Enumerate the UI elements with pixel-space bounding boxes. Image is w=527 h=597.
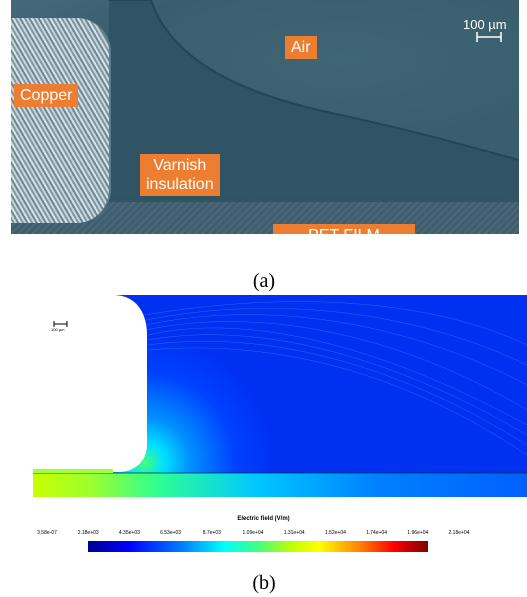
field-lines (144, 301, 527, 456)
colorbar-ticks: 3.58e-07 2.18e+03 4.35e+03 6.53e+03 8.7e+03 1… (33, 530, 473, 538)
label-varnish-insulation: Varnish insulation (140, 154, 220, 196)
label-pet-film: PET FILM (273, 224, 415, 234)
scale-bar-label: 100 µm (463, 17, 507, 32)
label-copper: Copper (14, 84, 79, 107)
colorbar-title: Electric field (V/m) (237, 516, 290, 522)
colorbar-tick-label: 4.35e+03 (118, 530, 140, 536)
caption-b: (b) (252, 572, 276, 594)
colorbar-tick-label: 1.74e+04 (366, 530, 388, 536)
colorbar (88, 541, 428, 552)
simulation-panel: 100 µm (33, 295, 527, 497)
colorbar-tick-label: 1.09e+04 (242, 530, 264, 536)
scale-bar-b: 100 µm (51, 321, 81, 332)
colorbar-tick-label: 8.7e+03 (202, 530, 221, 536)
scale-bar-b-line (53, 321, 68, 327)
colorbar-tick-label: 1.31e+04 (283, 530, 305, 536)
varnish-layer (109, 0, 519, 202)
colorbar-tick-label: 1.52e+04 (324, 530, 346, 536)
scale-bar-b-label: 100 µm (51, 327, 65, 332)
colorbar-tick-label: 1.96e+04 (407, 530, 429, 536)
colorbar-tick-label: 2.18e+04 (448, 530, 470, 536)
caption-a: (a) (252, 270, 276, 292)
copper-conductor (11, 18, 111, 223)
electric-field-map (33, 295, 527, 497)
colorbar-tick-label: 2.18e+03 (77, 530, 99, 536)
colorbar-tick-label: 6.53e+03 (160, 530, 182, 536)
micrograph-panel: Air Copper Varnish insulation PET FILM 1… (11, 0, 519, 234)
scale-bar (476, 32, 502, 42)
copper-region (33, 295, 147, 472)
colorbar-tick-label: 3.58e-07 (37, 530, 57, 536)
label-air: Air (285, 36, 317, 59)
